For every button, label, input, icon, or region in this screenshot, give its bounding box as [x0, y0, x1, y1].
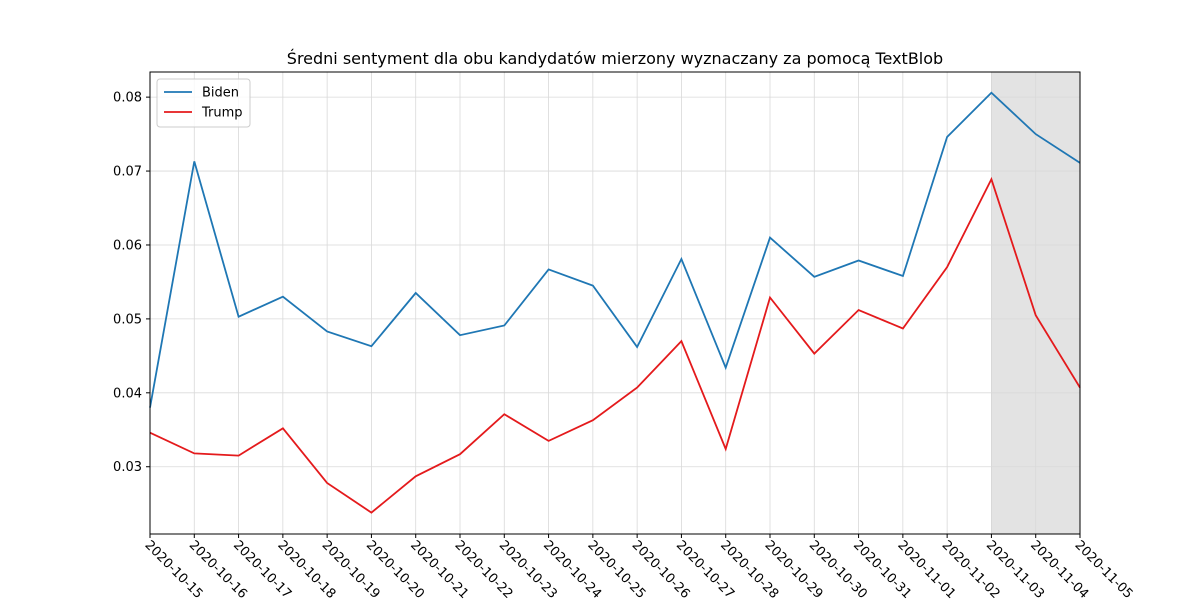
y-tick-label: 0.07: [113, 165, 142, 180]
y-tick-label: 0.08: [113, 91, 142, 106]
chart-title: Średni sentyment dla obu kandydatów mier…: [287, 49, 943, 68]
line-series: [149, 91, 1081, 408]
y-tick-label: 0.06: [113, 238, 142, 253]
legend-label: Trump: [201, 106, 243, 121]
plot-frame: [149, 71, 1081, 535]
legend-label: Biden: [202, 86, 239, 101]
line-series: [149, 176, 1081, 514]
legend-box: [156, 78, 251, 128]
y-tick-label: 0.04: [113, 386, 142, 401]
y-tick-label: 0.05: [113, 312, 142, 327]
y-tick-label: 0.03: [113, 460, 142, 475]
